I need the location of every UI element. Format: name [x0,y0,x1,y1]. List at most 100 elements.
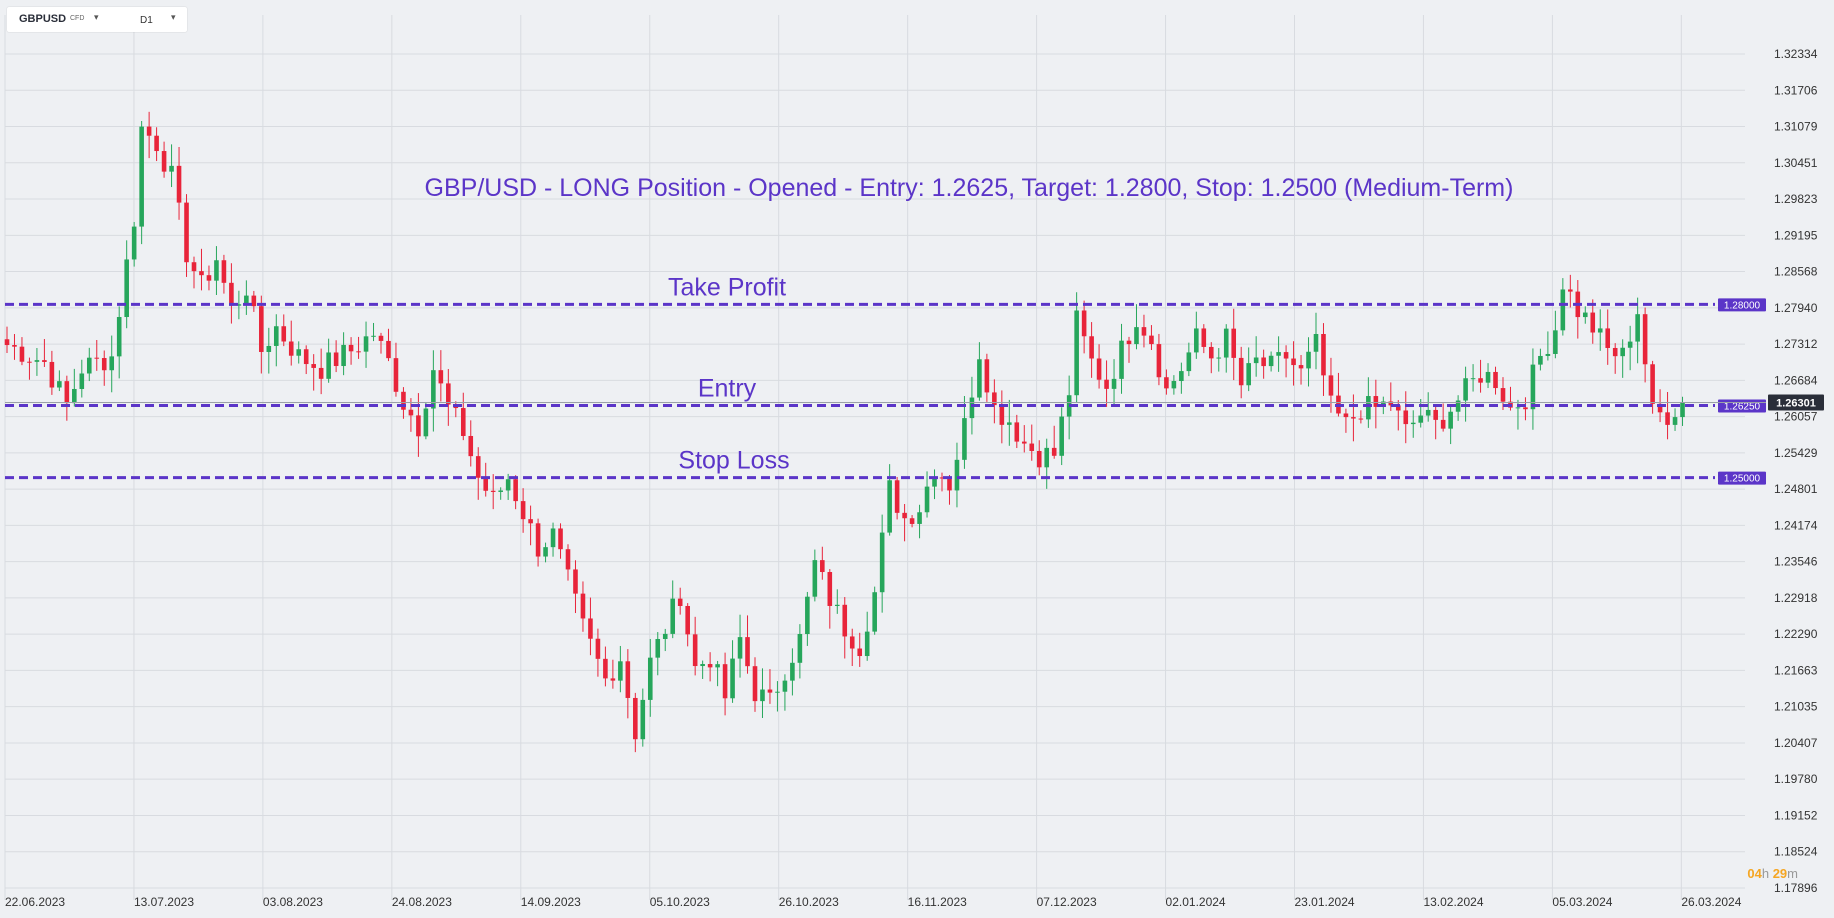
bearish-candle [603,646,608,687]
candle-body [423,408,429,437]
candle-body [483,477,489,491]
candle-body [692,634,698,667]
symbol-selector[interactable]: GBPUSD [19,13,67,25]
bearish-candle [1051,425,1057,459]
bearish-candle [490,474,496,510]
bearish-candle [94,339,100,371]
bullish-candle [169,144,174,188]
level-name-annotation: Take Profit [668,273,786,301]
bearish-candle [1358,410,1364,424]
candle-body [520,501,526,520]
x-tick-label: 13.02.2024 [1423,895,1483,909]
bearish-candle [356,336,361,359]
countdown-m-label: m [1787,866,1798,881]
candle-body [1306,351,1311,369]
bullish-candle [1111,359,1117,407]
caret-down-icon[interactable]: ▾ [171,12,176,22]
bullish-candle [131,221,137,267]
bullish-candle [1216,348,1222,372]
candle-body [109,356,115,371]
candle-body [378,335,384,341]
candle-body [1553,330,1558,354]
y-tick-label: 1.32334 [1774,47,1818,61]
bullish-candle [954,442,960,508]
candle-body [707,664,713,668]
bullish-candle [1074,292,1079,403]
candle-body [79,373,85,389]
bearish-candle [894,477,900,520]
candle-body [730,658,735,699]
bearish-candle [1141,314,1147,348]
candle-body [4,339,10,346]
candle-body [333,352,339,367]
instrument-type-label: CFD [70,15,85,22]
countdown-h-label: h [1761,866,1770,881]
candle-body [1119,340,1124,379]
bearish-candle [1291,341,1296,386]
bearish-candle [191,256,197,289]
bearish-candle [1575,280,1581,339]
bullish-candle [1538,348,1543,371]
candle-body [1500,388,1506,402]
bearish-candle [1440,403,1446,432]
bullish-candle [618,645,623,693]
candle-body [1440,419,1446,429]
bearish-candle [460,392,466,441]
bullish-candle [670,580,676,639]
candle-body [1366,396,1371,420]
candle-body [872,592,877,632]
candle-body [1665,412,1670,425]
candle-body [1238,357,1244,386]
candle-body [932,477,937,487]
x-tick-label: 16.11.2023 [908,895,967,909]
bearish-candle [588,597,593,656]
candle-body [371,335,376,337]
bullish-candle [655,632,661,676]
candle-body [72,388,77,404]
candle-body [1582,312,1588,318]
candle-body [431,370,436,409]
last-price-tag [1768,394,1824,411]
candle-body [161,151,167,172]
candle-body [1523,407,1528,410]
bearish-candle [1328,357,1334,413]
candle-body [1111,378,1117,389]
y-tick-label: 1.26684 [1774,373,1818,387]
bearish-candle [311,354,316,391]
candle-body [490,490,496,492]
candle-body [236,304,242,306]
candle-body [86,357,92,374]
bearish-candle [1089,322,1094,378]
bearish-candle [610,659,616,689]
x-tick-label: 14.09.2023 [521,895,581,909]
bullish-candle [1470,364,1476,392]
bearish-candle [1126,336,1132,363]
bullish-candle [1418,398,1424,428]
y-tick-label: 1.24174 [1774,518,1818,532]
caret-down-icon[interactable]: ▾ [94,12,99,22]
bearish-candle [745,615,750,674]
y-tick-label: 1.20407 [1774,736,1818,750]
candle-body [259,306,264,352]
bearish-candle [229,263,234,324]
candle-body [857,648,863,657]
timeframe-selector[interactable]: D1 [140,15,153,26]
candle-body [244,295,249,305]
bullish-candle [1007,399,1012,446]
candle-body [460,408,466,436]
candle-body [1246,363,1251,386]
candle-body [1545,353,1551,356]
candle-body [1605,328,1611,348]
bearish-candle [206,265,212,291]
candle-body [1627,341,1633,348]
candle-body [191,262,197,272]
bearish-candle [513,475,518,510]
level-name-annotation: Stop Loss [678,447,789,475]
candle-body [1620,347,1625,357]
candle-body [1672,417,1678,425]
bullish-candle [924,471,930,518]
candle-body [722,664,728,699]
bearish-candle [27,357,32,380]
candle-body [1560,289,1566,331]
